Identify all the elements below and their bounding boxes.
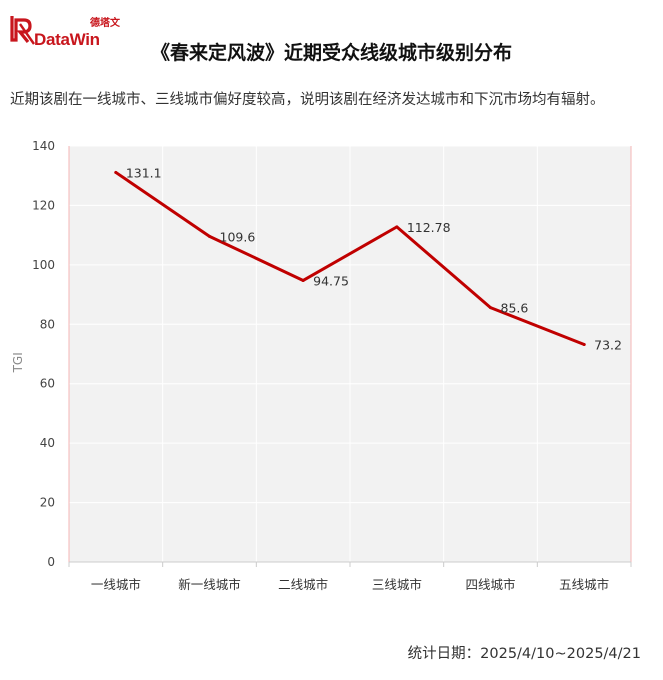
data-label: 94.75 bbox=[313, 273, 349, 288]
data-label: 131.1 bbox=[126, 165, 162, 180]
x-tick-label: 一线城市 bbox=[91, 577, 141, 592]
stat-date: 统计日期：2025/4/10~2025/4/21 bbox=[407, 646, 641, 662]
y-tick-label: 140 bbox=[32, 139, 55, 153]
data-point bbox=[489, 306, 492, 310]
data-point bbox=[114, 170, 118, 174]
x-tick-label: 三线城市 bbox=[372, 577, 422, 592]
data-label: 85.6 bbox=[501, 301, 529, 316]
y-axis-title: TGI bbox=[11, 352, 25, 373]
y-tick-label: 40 bbox=[40, 436, 55, 450]
x-tick-label: 新一线城市 bbox=[178, 577, 241, 592]
x-tick-label: 四线城市 bbox=[465, 577, 515, 592]
logo-text-en: DataWin bbox=[34, 30, 100, 49]
y-tick-label: 120 bbox=[32, 198, 55, 212]
data-point bbox=[395, 225, 399, 229]
datawin-logo-icon bbox=[10, 16, 35, 45]
data-label: 73.2 bbox=[594, 337, 622, 352]
data-label: 109.6 bbox=[220, 229, 256, 244]
chart-title: 《春来定风波》近期受众线级城市级别分布 bbox=[150, 42, 512, 64]
datawin-logo: 德塔文 DataWin bbox=[10, 10, 122, 50]
line-chart: 0 20 40 60 80 100 120 140 一线城市 新一线城市 二线城市 三线城市 四线城市 五… bbox=[11, 139, 632, 592]
data-point bbox=[208, 234, 211, 238]
data-label: 112.78 bbox=[407, 220, 451, 235]
series-line bbox=[114, 170, 586, 346]
data-point bbox=[301, 278, 305, 282]
chart-subtitle: 近期该剧在一线城市、三线城市偏好度较高，说明该剧在经济发达城市和下沉市场均有辐射… bbox=[10, 92, 605, 108]
logo-text-cn: 德塔文 bbox=[90, 18, 120, 29]
x-tick-label: 五线城市 bbox=[559, 577, 609, 592]
y-tick-label: 20 bbox=[40, 496, 55, 510]
y-tick-label: 100 bbox=[32, 258, 55, 272]
y-tick-label: 60 bbox=[40, 377, 55, 391]
data-point bbox=[582, 342, 586, 346]
x-tick-label: 二线城市 bbox=[278, 577, 328, 592]
y-tick-label: 80 bbox=[40, 317, 55, 331]
y-tick-label: 0 bbox=[47, 555, 55, 569]
